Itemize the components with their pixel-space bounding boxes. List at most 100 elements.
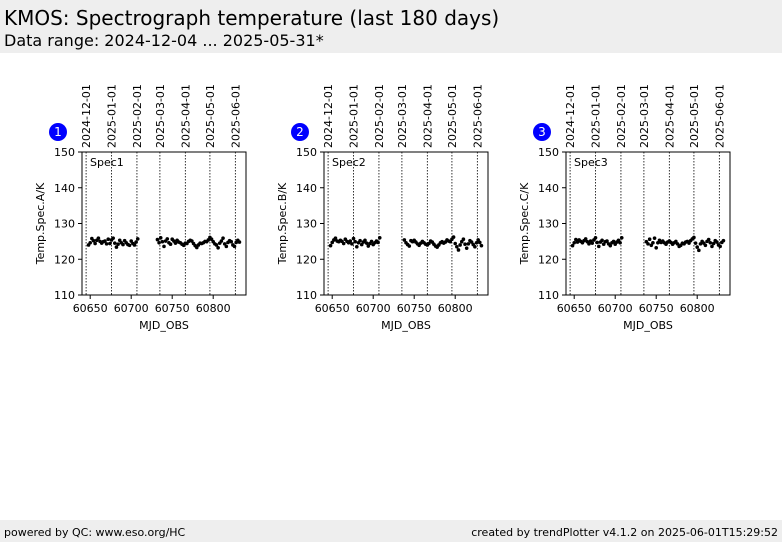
data-point — [605, 239, 609, 243]
data-point — [646, 242, 650, 246]
y-tick-label: 150 — [296, 146, 317, 159]
data-point — [706, 237, 711, 242]
x-tick-label: 60800 — [438, 302, 473, 315]
data-point — [654, 246, 658, 250]
badge-circle — [49, 123, 67, 141]
data-point — [157, 241, 161, 245]
data-point — [341, 241, 346, 246]
date-marker-label: 2025-04-01 — [179, 84, 192, 148]
date-marker-label: 2025-06-01 — [713, 84, 726, 148]
data-point — [461, 237, 466, 242]
data-point — [333, 236, 338, 240]
y-tick-label: 150 — [538, 146, 559, 159]
data-point — [474, 241, 479, 245]
data-point — [693, 241, 698, 245]
y-tick-label: 130 — [296, 218, 317, 231]
date-marker-label: 2025-05-01 — [446, 84, 459, 148]
date-marker-label: 2025-02-01 — [131, 84, 144, 148]
data-point — [134, 240, 138, 244]
panel-label: Spec2 — [332, 156, 366, 169]
y-tick-label: 120 — [296, 253, 317, 266]
data-point — [651, 241, 655, 245]
page-title: KMOS: Spectrograph temperature (last 180… — [4, 6, 500, 30]
date-marker-label: 2025-01-01 — [348, 84, 361, 148]
page-subtitle: Data range: 2024-12-04 ... 2025-05-31* — [4, 31, 324, 50]
badge-number: 1 — [54, 125, 62, 139]
data-point — [708, 241, 713, 245]
y-tick-label: 120 — [538, 253, 559, 266]
data-point — [219, 239, 224, 243]
x-tick-label: 60700 — [114, 302, 149, 315]
data-point — [597, 244, 601, 249]
data-point — [168, 242, 173, 247]
data-point — [165, 237, 170, 241]
data-point — [608, 243, 613, 248]
data-point — [111, 236, 115, 240]
data-point — [173, 241, 178, 245]
y-tick-label: 110 — [54, 289, 75, 302]
data-point — [619, 236, 624, 240]
date-marker-label: 2025-02-01 — [373, 84, 386, 148]
data-point — [590, 241, 595, 245]
date-marker-label: 2025-04-01 — [663, 84, 676, 148]
data-point — [232, 244, 237, 249]
data-point — [348, 239, 353, 243]
y-tick-label: 130 — [538, 218, 559, 231]
data-point — [451, 235, 456, 239]
badge-number: 3 — [538, 125, 546, 139]
x-tick-label: 60700 — [356, 302, 391, 315]
data-point — [369, 239, 374, 244]
data-point — [158, 236, 163, 240]
data-point — [364, 241, 369, 245]
data-point — [647, 237, 652, 242]
date-marker-label: 2024-12-01 — [80, 84, 93, 148]
date-marker-label: 2025-06-01 — [229, 84, 242, 148]
data-point — [377, 236, 382, 240]
x-tick-label: 60650 — [557, 302, 592, 315]
footer-created: created by trendPlotter v4.1.2 on 2025-0… — [471, 526, 778, 539]
data-point — [692, 235, 696, 240]
data-point — [351, 236, 356, 241]
data-point — [652, 236, 657, 240]
date-marker-label: 2025-03-01 — [154, 84, 167, 148]
data-point — [350, 242, 354, 246]
data-point — [358, 238, 362, 243]
data-point — [464, 246, 469, 250]
data-point — [593, 236, 598, 240]
data-point — [478, 240, 482, 245]
date-marker-label: 2025-04-01 — [421, 84, 434, 148]
data-point — [721, 238, 726, 243]
panel-label: Spec3 — [574, 156, 608, 169]
badge-circle — [533, 123, 551, 141]
data-point — [572, 241, 576, 245]
date-marker-label: 2025-01-01 — [106, 84, 119, 148]
panel-label: Spec1 — [90, 156, 124, 169]
data-point — [479, 243, 484, 248]
x-tick-label: 60750 — [155, 302, 190, 315]
data-point — [113, 241, 117, 245]
date-marker-label: 2024-12-01 — [564, 84, 577, 148]
data-point — [695, 245, 699, 249]
data-point — [711, 241, 716, 246]
data-point — [328, 243, 333, 248]
x-axis-label: MJD_OBS — [139, 319, 189, 332]
date-marker-label: 2024-12-01 — [322, 84, 335, 148]
y-tick-label: 150 — [54, 146, 75, 159]
header-bar: KMOS: Spectrograph temperature (last 180… — [0, 0, 782, 53]
data-point — [103, 239, 107, 243]
y-tick-label: 140 — [296, 182, 317, 195]
x-tick-label: 60750 — [397, 302, 432, 315]
data-point — [353, 239, 357, 244]
y-tick-label: 140 — [54, 182, 75, 195]
date-marker-label: 2025-01-01 — [590, 84, 603, 148]
data-point — [132, 243, 137, 247]
data-point — [455, 244, 459, 249]
data-point — [463, 242, 467, 247]
x-axis-label: MJD_OBS — [623, 319, 673, 332]
data-point — [583, 237, 588, 241]
data-point — [229, 239, 234, 244]
date-marker-label: 2025-05-01 — [204, 84, 217, 148]
date-marker-label: 2025-03-01 — [396, 84, 409, 148]
data-point — [363, 238, 367, 243]
data-point — [160, 239, 165, 244]
